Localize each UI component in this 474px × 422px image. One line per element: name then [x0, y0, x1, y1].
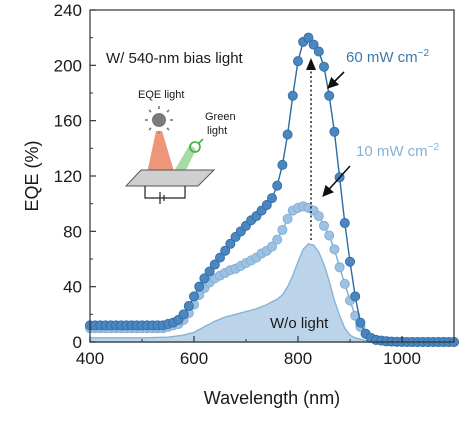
y-tick-label: 240 — [54, 1, 82, 20]
high-intensity-point — [339, 218, 350, 229]
y-tick-label: 40 — [63, 278, 82, 297]
x-axis-title: Wavelength (nm) — [204, 388, 340, 408]
y-tick-label: 160 — [54, 112, 82, 131]
high-intensity-point — [225, 238, 236, 249]
low-intensity-point — [318, 220, 329, 231]
low-label-arrow — [322, 165, 351, 197]
high-intensity-point — [313, 46, 324, 57]
y-tick-label: 200 — [54, 56, 82, 75]
high-intensity-point — [318, 61, 329, 72]
peak-arrowhead — [306, 58, 316, 70]
x-tick-label: 800 — [284, 349, 312, 368]
low-intensity-point — [324, 230, 335, 241]
low-intensity-point — [313, 211, 324, 222]
low-intensity-point — [329, 244, 340, 255]
y-axis-title: EQE (%) — [22, 140, 42, 211]
high-intensity-point — [344, 256, 355, 267]
x-tick-label: 400 — [76, 349, 104, 368]
green-light-label-2: light — [207, 125, 227, 137]
high-intensity-point — [282, 129, 293, 140]
high-intensity-point — [209, 259, 220, 270]
eqe-light-label: EQE light — [138, 89, 184, 101]
low-intensity-point — [339, 278, 350, 289]
high-intensity-point — [272, 180, 283, 191]
svg-text:10 mW cm−2: 10 mW cm−2 — [356, 142, 440, 160]
high-intensity-point — [214, 252, 225, 263]
low-intensity-point — [266, 241, 277, 252]
y-tick-label: 0 — [73, 333, 82, 352]
device-substrate — [124, 169, 216, 187]
high-intensity-point — [329, 126, 340, 137]
low-intensity-point — [350, 310, 361, 321]
low-intensity-point — [277, 224, 288, 235]
no-light-label: W/o light — [270, 315, 329, 332]
high-intensity-point — [308, 39, 319, 50]
y-tick-label: 120 — [54, 167, 82, 186]
low-intensity-label: 10 mW cm−2 — [356, 142, 440, 160]
high-intensity-point — [350, 291, 361, 302]
low-intensity-point — [282, 213, 293, 224]
high-intensity-point — [355, 317, 366, 328]
x-tick-label: 600 — [180, 349, 208, 368]
bias-light-label: W/ 540-nm bias light — [106, 50, 244, 67]
high-intensity-point — [266, 193, 277, 204]
x-tick-label: 1000 — [383, 349, 421, 368]
low-intensity-point — [334, 262, 345, 273]
high-intensity-point — [199, 273, 210, 284]
sun-icon — [145, 106, 173, 134]
high-intensity-point — [303, 32, 314, 43]
high-intensity-point — [188, 291, 199, 302]
high-intensity-point — [277, 159, 288, 170]
green-light-label-1: Green — [205, 111, 236, 123]
low-intensity-point — [272, 234, 283, 245]
svg-text:60 mW cm−2: 60 mW cm−2 — [346, 48, 430, 66]
high-intensity-point — [183, 301, 194, 312]
high-intensity-point — [220, 245, 231, 256]
device-circuit — [144, 186, 186, 199]
high-intensity-point — [204, 266, 215, 277]
high-intensity-point — [292, 56, 303, 67]
y-tick-label: 80 — [63, 222, 82, 241]
high-intensity-point — [178, 309, 189, 320]
high-intensity-point — [261, 200, 272, 211]
eqe-light-beam — [146, 131, 176, 178]
axis-ticks: 400 600 800 1000 0 40 80 120 160 200 240 — [54, 1, 421, 368]
inset-illustration: EQE light Green light — [124, 89, 236, 204]
high-intensity-label: 60 mW cm−2 — [346, 48, 430, 66]
high-intensity-point — [287, 90, 298, 101]
high-intensity-point — [194, 281, 205, 292]
high-label-arrow — [327, 71, 345, 89]
no-light-area — [89, 242, 454, 343]
plot-area — [85, 32, 459, 347]
bulb-icon — [189, 138, 204, 153]
high-intensity-point — [324, 90, 335, 101]
